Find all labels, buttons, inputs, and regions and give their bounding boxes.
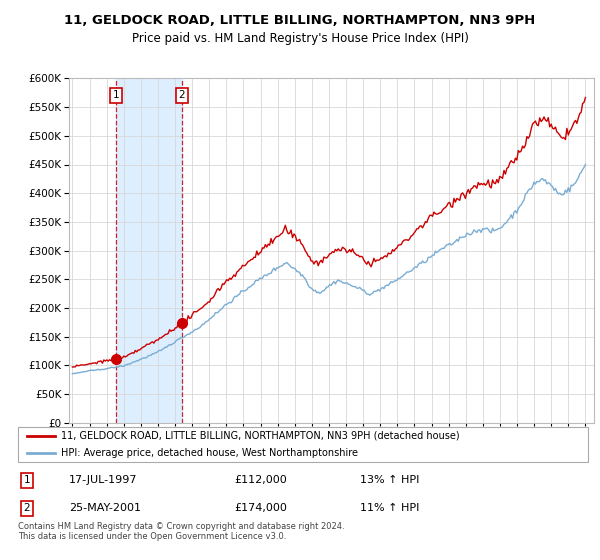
Text: 11, GELDOCK ROAD, LITTLE BILLING, NORTHAMPTON, NN3 9PH: 11, GELDOCK ROAD, LITTLE BILLING, NORTHA… — [64, 14, 536, 27]
Text: Contains HM Land Registry data © Crown copyright and database right 2024.
This d: Contains HM Land Registry data © Crown c… — [18, 522, 344, 542]
Text: 25-MAY-2001: 25-MAY-2001 — [70, 503, 142, 514]
Text: £174,000: £174,000 — [235, 503, 287, 514]
Text: 1: 1 — [24, 475, 31, 486]
Text: 2: 2 — [178, 91, 185, 100]
Text: 11% ↑ HPI: 11% ↑ HPI — [360, 503, 419, 514]
Text: 2: 2 — [24, 503, 31, 514]
Bar — [116, 78, 182, 423]
Text: HPI: Average price, detached house, West Northamptonshire: HPI: Average price, detached house, West… — [61, 449, 358, 458]
Text: Price paid vs. HM Land Registry's House Price Index (HPI): Price paid vs. HM Land Registry's House … — [131, 32, 469, 45]
Text: £112,000: £112,000 — [235, 475, 287, 486]
FancyBboxPatch shape — [18, 427, 588, 462]
Text: 11, GELDOCK ROAD, LITTLE BILLING, NORTHAMPTON, NN3 9PH (detached house): 11, GELDOCK ROAD, LITTLE BILLING, NORTHA… — [61, 431, 460, 441]
Text: 1: 1 — [113, 91, 119, 100]
Text: 13% ↑ HPI: 13% ↑ HPI — [360, 475, 419, 486]
Text: 17-JUL-1997: 17-JUL-1997 — [70, 475, 138, 486]
